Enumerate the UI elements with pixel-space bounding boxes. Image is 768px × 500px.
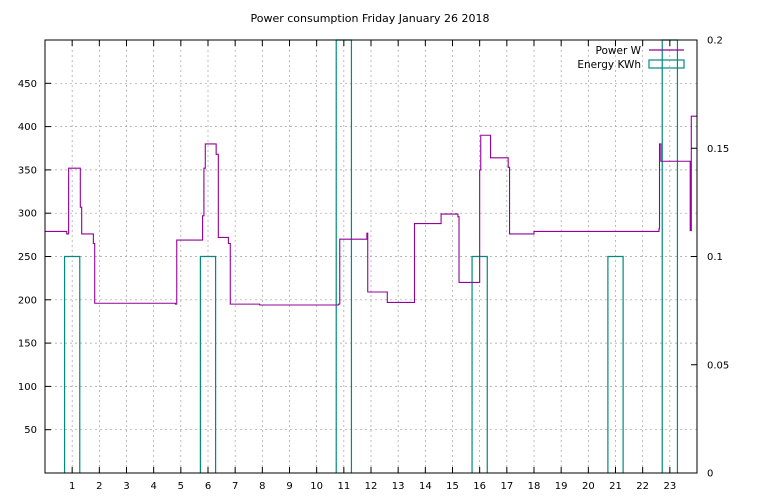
y-tick-label: 450 [18, 79, 37, 90]
x-tick-label: 13 [392, 481, 405, 492]
power-series-line [45, 115, 697, 306]
y-tick-label: 350 [18, 165, 37, 176]
y-tick-label: 200 [18, 295, 37, 306]
x-tick-label: 3 [123, 481, 129, 492]
x-tick-label: 16 [473, 481, 486, 492]
x-tick-label: 18 [528, 481, 541, 492]
y2-tick-label: 0 [707, 469, 713, 480]
x-tick-label: 12 [365, 481, 378, 492]
y2-tick-label: 0.15 [707, 144, 729, 155]
y-tick-label: 100 [18, 382, 37, 393]
y-tick-label: 50 [24, 425, 37, 436]
energy-bar [199, 255, 217, 473]
y2-tick-label: 0.05 [707, 360, 729, 371]
legend-label-power: Power W [596, 45, 642, 57]
x-tick-label: 15 [446, 481, 459, 492]
x-tick-label: 9 [286, 481, 292, 492]
ticks-layer: 1 2 3 4 5 6 7 8 9 10 11 12 13 14 15 16 17 18 19 20 21 22 23501… [18, 36, 729, 493]
x-tick-label: 19 [555, 481, 568, 492]
x-tick-label: 4 [150, 481, 156, 492]
y-tick-label: 300 [18, 209, 37, 220]
chart-title: Power consumption Friday January 26 2018 [251, 12, 490, 25]
x-tick-label: 23 [663, 481, 676, 492]
power-line-layer [45, 115, 697, 306]
energy-bar [607, 255, 624, 473]
y-tick-label: 250 [18, 252, 37, 263]
x-tick-label: 2 [96, 481, 102, 492]
x-tick-label: 8 [259, 481, 265, 492]
energy-bar [63, 255, 81, 473]
x-tick-label: 14 [419, 481, 432, 492]
legend-swatch-energy [648, 59, 685, 69]
x-tick-label: 11 [337, 481, 350, 492]
y-tick-label: 400 [18, 122, 37, 133]
x-tick-label: 17 [500, 481, 513, 492]
x-tick-label: 20 [582, 481, 595, 492]
y2-tick-label: 0.2 [707, 36, 723, 47]
legend: Power W Energy KWh [577, 45, 685, 71]
x-tick-label: 21 [609, 481, 622, 492]
x-tick-label: 10 [310, 481, 323, 492]
x-tick-label: 7 [232, 481, 238, 492]
x-tick-label: 5 [178, 481, 184, 492]
legend-label-energy: Energy KWh [577, 59, 641, 71]
x-tick-label: 1 [69, 481, 75, 492]
x-tick-label: 22 [636, 481, 649, 492]
y-tick-label: 150 [18, 339, 37, 350]
x-tick-label: 6 [205, 481, 211, 492]
y2-tick-label: 0.1 [707, 252, 723, 263]
